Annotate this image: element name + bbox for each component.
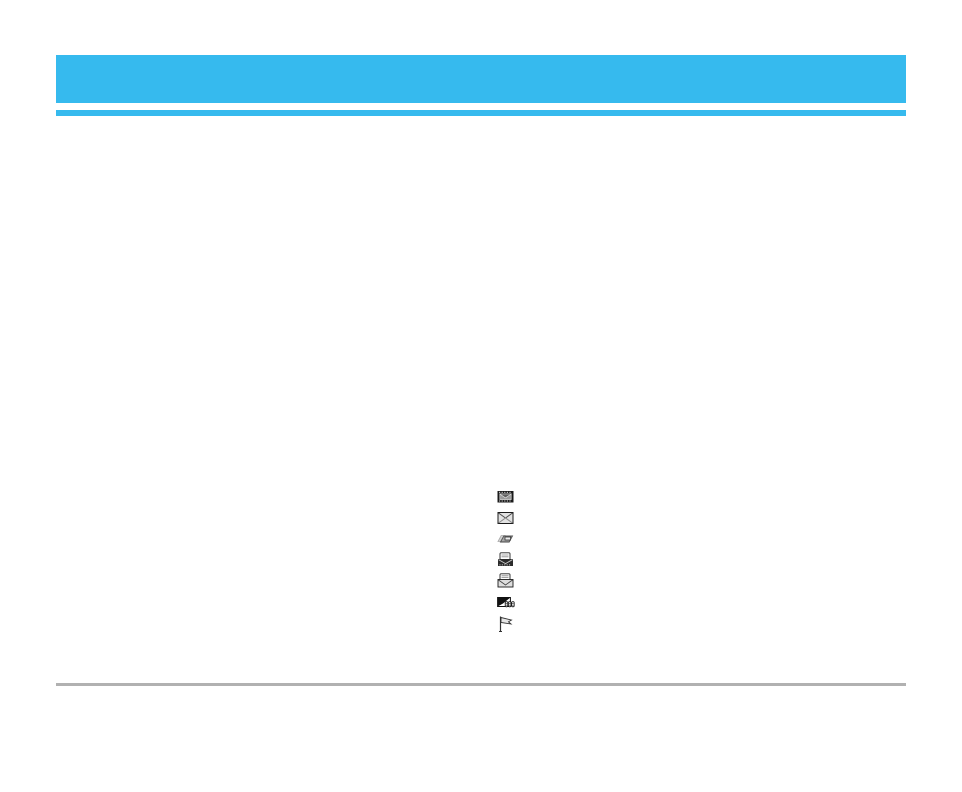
opened-envelope-icon (497, 531, 515, 547)
sealed-envelope-icon (497, 489, 514, 505)
icon-legend-row (497, 531, 516, 547)
envelope-attachment-icon (497, 594, 516, 610)
icon-legend-row (497, 594, 516, 610)
envelope-letter-out-icon (497, 552, 514, 568)
header-rule (56, 110, 906, 116)
flag-icon (497, 615, 514, 633)
closed-envelope-icon (497, 510, 514, 526)
open-envelope-letter-icon (497, 573, 514, 589)
icon-legend-row (497, 489, 516, 505)
icon-legend-row (497, 615, 516, 633)
icon-legend-row (497, 552, 516, 568)
header-banner (56, 55, 906, 103)
icon-legend-row (497, 510, 516, 526)
footer-rule (56, 683, 906, 686)
icon-legend-row (497, 573, 516, 589)
icon-legend (497, 489, 516, 633)
